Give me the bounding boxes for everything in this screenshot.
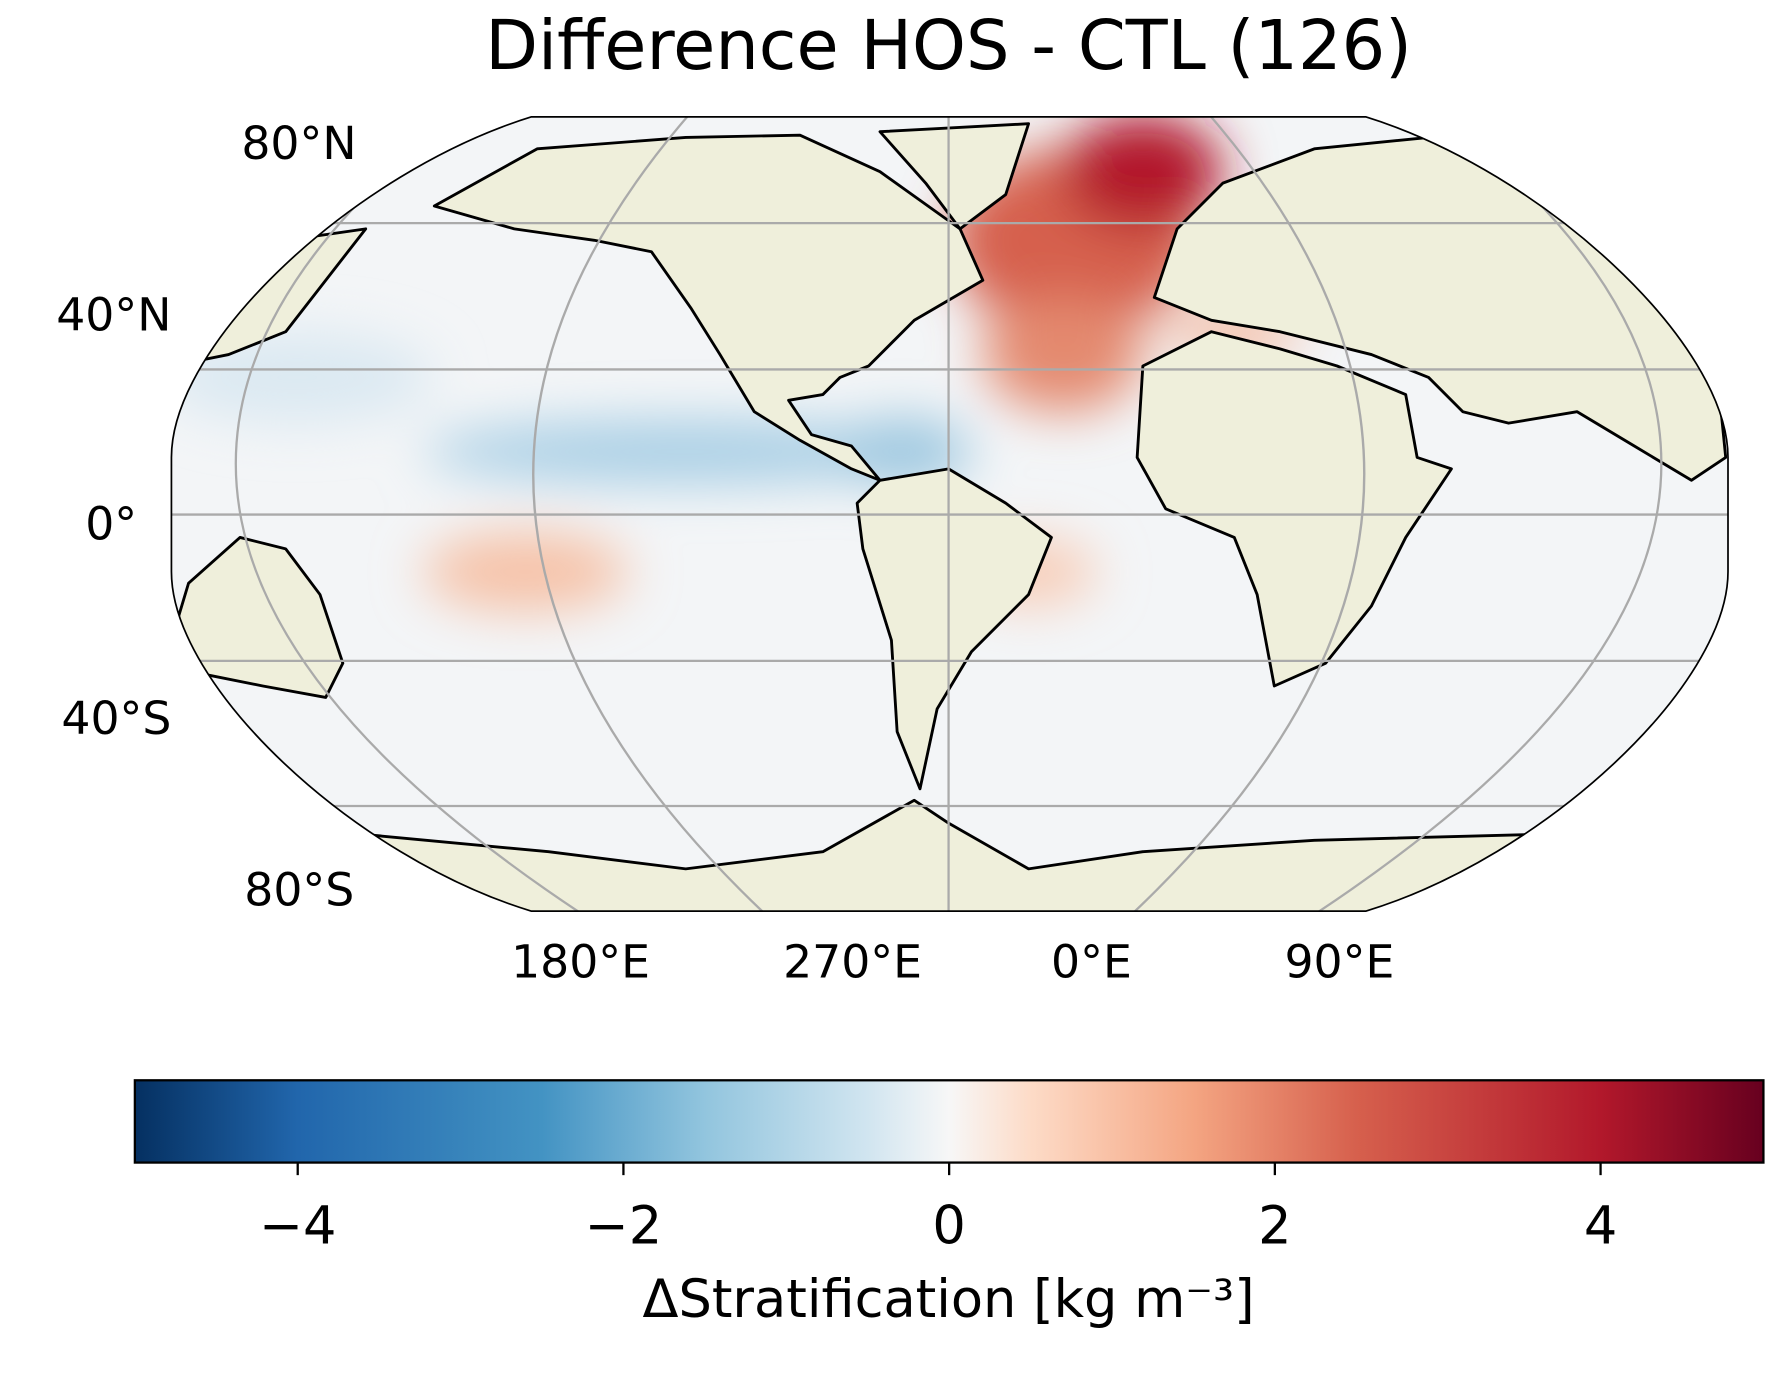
lat-labels: 80°N 40°N 0° 40°S 80°S bbox=[56, 117, 356, 916]
lat-label: 40°N bbox=[56, 289, 171, 342]
lon-label: 180°E bbox=[511, 935, 650, 988]
colorbar-tick-label: −4 bbox=[259, 1196, 336, 1257]
lat-label: 0° bbox=[85, 498, 137, 551]
colorbar bbox=[133, 1079, 1765, 1164]
colorbar-ticks: −4 −2 0 2 4 bbox=[259, 1162, 1617, 1257]
lon-label: 90°E bbox=[1284, 935, 1394, 988]
colorbar-tick-label: 0 bbox=[932, 1196, 965, 1257]
colorbar-label: ΔStratification [kg m⁻³] bbox=[643, 1269, 1255, 1330]
colorbar-tick-label: 2 bbox=[1258, 1196, 1291, 1257]
colorbar-tick-label: 4 bbox=[1584, 1196, 1617, 1257]
map bbox=[171, 116, 1728, 912]
lat-label: 40°S bbox=[61, 692, 171, 745]
map-frame bbox=[170, 116, 1729, 912]
lon-label: 270°E bbox=[783, 935, 922, 988]
lon-label: 0°E bbox=[1051, 935, 1132, 988]
title: Difference HOS - CTL (126) bbox=[485, 6, 1412, 86]
lon-labels: 180°E 270°E 0°E 90°E bbox=[511, 935, 1394, 988]
lat-label: 80°S bbox=[244, 863, 354, 916]
graticule bbox=[171, 116, 1728, 912]
colorbar-tick-label: −2 bbox=[585, 1196, 662, 1257]
lat-label: 80°N bbox=[241, 117, 356, 170]
